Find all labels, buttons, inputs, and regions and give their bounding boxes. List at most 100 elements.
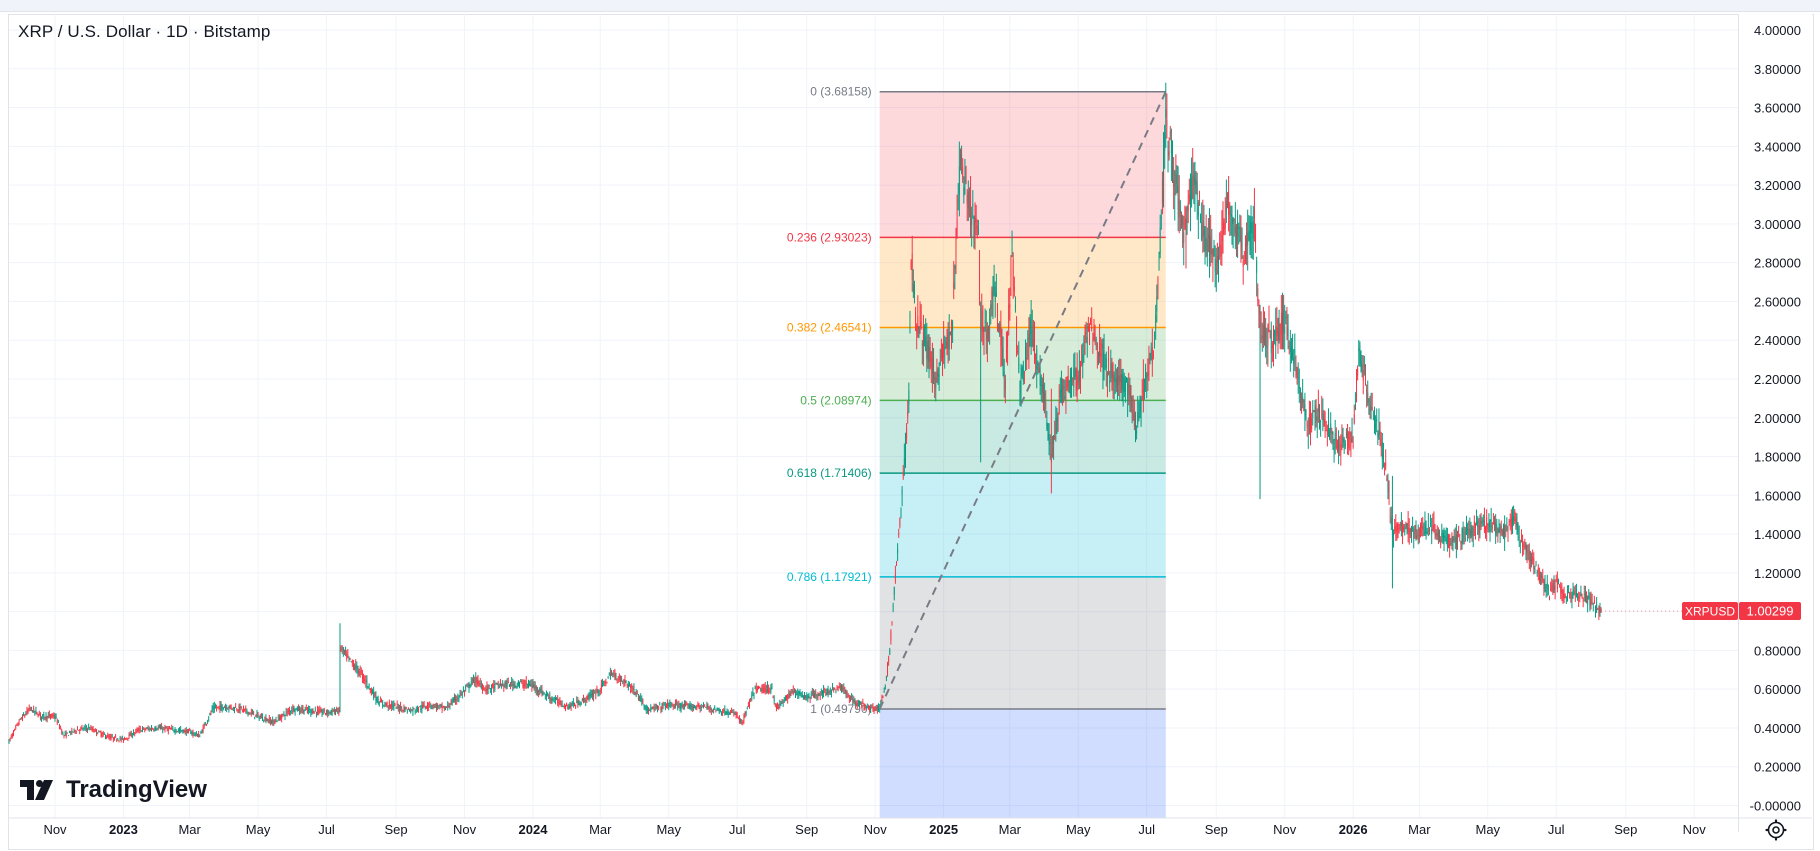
candle-body bbox=[243, 708, 244, 710]
candle-body bbox=[811, 692, 813, 694]
candle-body bbox=[617, 677, 619, 680]
candle-body bbox=[1431, 529, 1433, 535]
tradingview-logo[interactable]: TradingView bbox=[20, 776, 207, 804]
candle-body bbox=[109, 736, 111, 740]
candle-body bbox=[193, 732, 195, 734]
candle-body bbox=[965, 179, 967, 182]
candle-body bbox=[453, 697, 455, 701]
candle-body bbox=[360, 671, 362, 673]
candle-body bbox=[906, 428, 908, 438]
candle-body bbox=[230, 706, 232, 709]
candle-body bbox=[1295, 364, 1297, 376]
candle-body bbox=[1379, 428, 1381, 435]
candle-body bbox=[1003, 371, 1005, 380]
candle-body bbox=[1198, 196, 1200, 197]
candle-body bbox=[1357, 367, 1359, 376]
candle-body bbox=[1165, 109, 1167, 118]
candle-body bbox=[102, 732, 104, 735]
candle-body bbox=[544, 694, 546, 696]
candle-body bbox=[719, 709, 721, 712]
candle-body bbox=[176, 731, 178, 732]
candle-body bbox=[174, 729, 176, 732]
candle-body bbox=[565, 707, 566, 709]
candle-body bbox=[1579, 595, 1581, 598]
candle-body bbox=[245, 708, 247, 711]
candle-body bbox=[1365, 370, 1366, 382]
candle-body bbox=[464, 690, 465, 693]
candle-body bbox=[1358, 348, 1360, 352]
candle-body bbox=[956, 220, 958, 236]
candle-body bbox=[246, 710, 248, 712]
candle-body bbox=[587, 696, 589, 698]
candle-body bbox=[1505, 525, 1507, 533]
candle-body bbox=[1584, 592, 1586, 601]
candle-body bbox=[1351, 430, 1353, 442]
candle-body bbox=[735, 713, 737, 716]
candle-body bbox=[1475, 524, 1476, 528]
fibonacci-retracement[interactable]: 0 (3.68158) 0.236 (2.93023) 0.382 (2.46541… bbox=[787, 85, 1166, 818]
candle-body bbox=[381, 701, 382, 703]
candle-series bbox=[8, 82, 1602, 744]
candle-body bbox=[412, 708, 414, 712]
candle-body bbox=[1591, 602, 1593, 604]
candle-body bbox=[1341, 435, 1343, 439]
candle-body bbox=[948, 331, 950, 350]
candle-body bbox=[1229, 203, 1231, 216]
candle-body bbox=[497, 684, 499, 686]
candle-body bbox=[1516, 522, 1518, 530]
candle-body bbox=[540, 689, 542, 694]
candle-body bbox=[262, 717, 264, 721]
candle-body bbox=[645, 705, 647, 710]
candle-body bbox=[455, 697, 457, 701]
candle-body bbox=[851, 696, 853, 698]
candle-body bbox=[124, 738, 126, 740]
candle-body bbox=[1380, 439, 1382, 447]
candle-body bbox=[78, 729, 80, 731]
candle-body bbox=[912, 283, 914, 294]
candle-body bbox=[642, 703, 644, 704]
candle-body bbox=[755, 687, 757, 692]
candle-body bbox=[268, 718, 270, 723]
candle-body bbox=[512, 683, 514, 686]
candle-body bbox=[942, 356, 943, 361]
last-price-tag-value: 1.00299 bbox=[1747, 604, 1794, 619]
settings-gear-icon[interactable] bbox=[1765, 819, 1787, 841]
candle-body bbox=[648, 708, 649, 713]
candle-body bbox=[741, 722, 743, 723]
candle-body bbox=[238, 705, 240, 711]
candle-body bbox=[551, 699, 553, 700]
candle-body bbox=[324, 713, 326, 714]
candle-body bbox=[1588, 596, 1590, 599]
candle-body bbox=[97, 733, 99, 735]
candle-body bbox=[1105, 358, 1107, 369]
candle-body bbox=[832, 686, 833, 688]
candle-body bbox=[41, 716, 42, 719]
candle-body bbox=[442, 706, 444, 708]
candle-body bbox=[935, 377, 937, 389]
candle-body bbox=[1296, 372, 1298, 374]
candle-body bbox=[1158, 255, 1160, 261]
candle-body bbox=[1477, 520, 1479, 527]
candle-body bbox=[1436, 533, 1438, 537]
candle-body bbox=[938, 373, 940, 378]
candle-body bbox=[930, 351, 932, 368]
candle-body bbox=[1163, 149, 1164, 181]
y-tick-label: 3.20000 bbox=[1754, 178, 1801, 193]
candle-body bbox=[1556, 578, 1558, 590]
candle-body bbox=[1386, 478, 1388, 480]
candle-body bbox=[39, 713, 41, 717]
candle-body bbox=[1457, 536, 1458, 548]
candle-body bbox=[401, 707, 403, 709]
candle-body bbox=[782, 701, 784, 703]
x-tick-label: Sep bbox=[385, 822, 408, 837]
tradingview-logo-icon bbox=[20, 780, 53, 800]
candle-body bbox=[32, 710, 34, 713]
candle-body bbox=[1248, 230, 1250, 240]
candle-body bbox=[439, 704, 441, 706]
candle-body bbox=[1425, 525, 1427, 534]
candle-body bbox=[1377, 432, 1379, 437]
candle-body bbox=[678, 704, 680, 706]
candle-body bbox=[1315, 405, 1317, 423]
candle-body bbox=[1582, 600, 1584, 601]
